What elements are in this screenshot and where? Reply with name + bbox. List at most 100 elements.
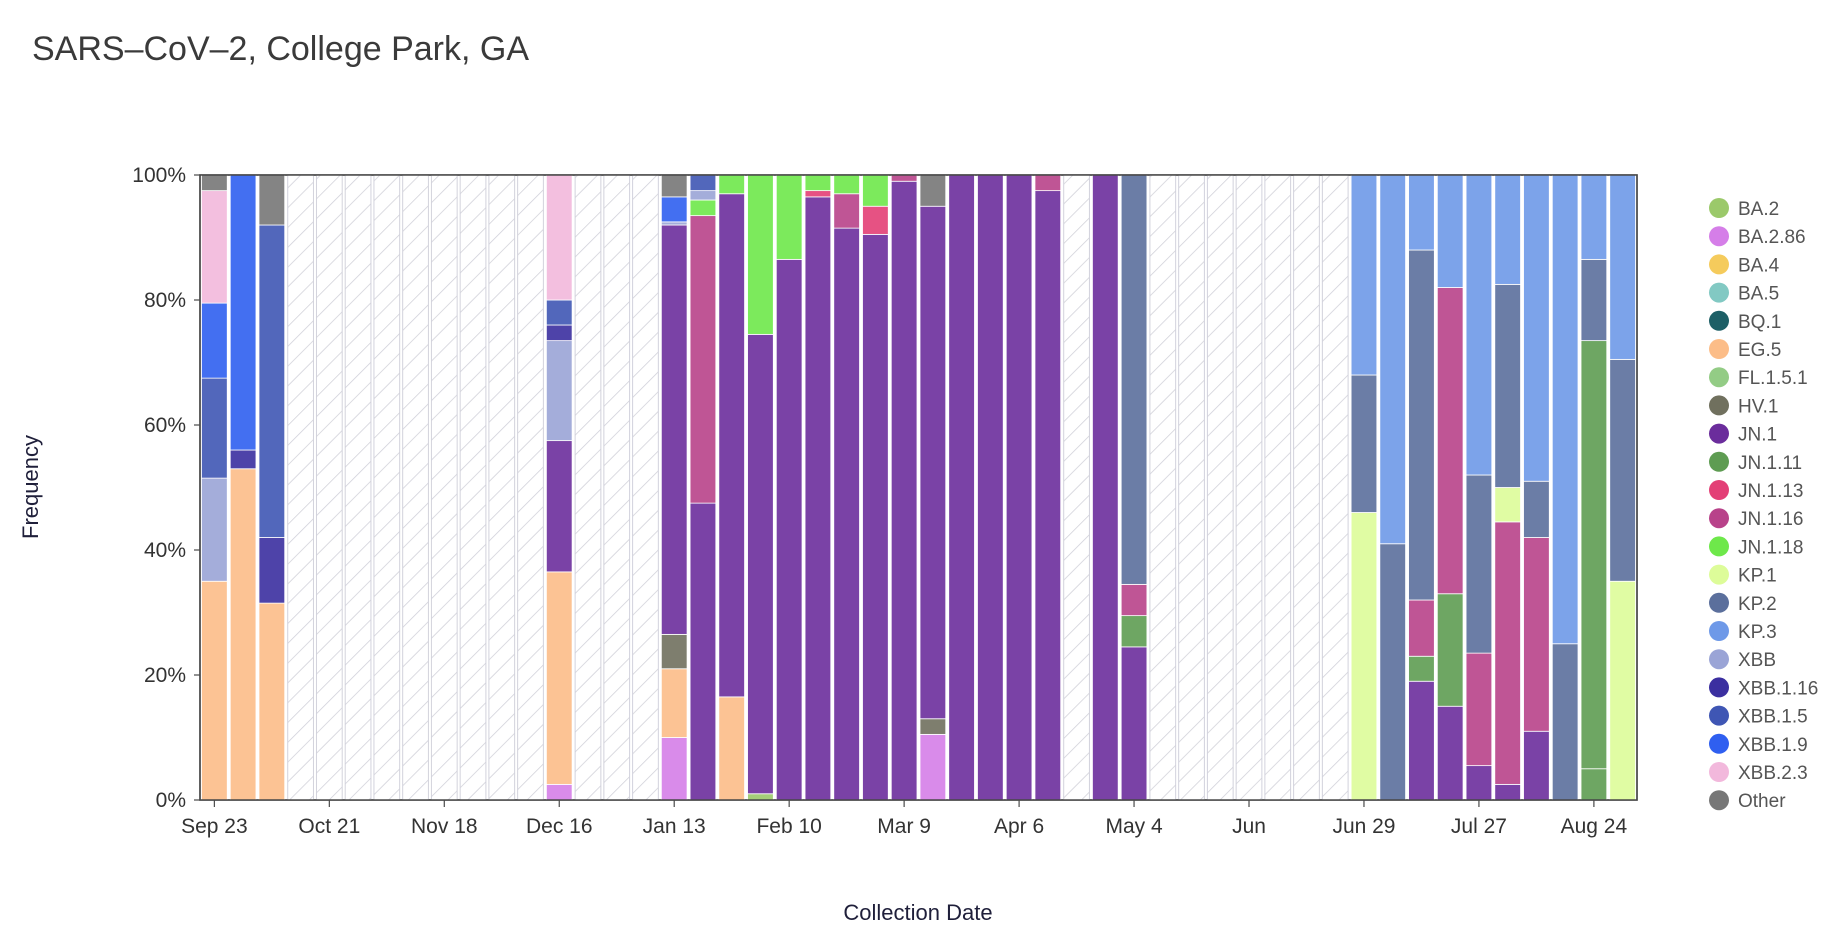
legend-swatch-fl-1-5-1[interactable] bbox=[1709, 367, 1729, 388]
bar-segment-week-49-kp-1-0[interactable] bbox=[1609, 580, 1636, 801]
bar-segment-week-22-jn-1-0[interactable] bbox=[833, 227, 860, 801]
legend-swatch-kp-3[interactable] bbox=[1709, 621, 1729, 641]
legend-swatch-ba-4[interactable] bbox=[1709, 254, 1729, 275]
bar-segment-week-42-jn-1-0[interactable] bbox=[1408, 680, 1435, 801]
bar-segment-week-25-hv-1-1[interactable] bbox=[919, 718, 947, 735]
bar-segment-week-23-jn-1-18-2[interactable] bbox=[862, 174, 889, 207]
legend-label-kp-2[interactable]: KP.2 bbox=[1738, 594, 1777, 615]
legend-label-xbb[interactable]: XBB bbox=[1738, 650, 1776, 671]
legend-label-xbb-1-16[interactable]: XBB.1.16 bbox=[1738, 678, 1818, 699]
bar-segment-week-22-jn-1-16-1[interactable] bbox=[833, 193, 860, 229]
legend-label-jn-1[interactable]: JN.1 bbox=[1738, 425, 1777, 446]
legend-swatch-ba-2[interactable] bbox=[1709, 198, 1729, 218]
legend-swatch-eg-5[interactable] bbox=[1709, 339, 1729, 359]
bar-segment-week-45-kp-3-4[interactable] bbox=[1494, 174, 1521, 285]
legend-label-bq-1[interactable]: BQ.1 bbox=[1738, 312, 1781, 333]
bar-segment-week-0-xbb-1-5-2[interactable] bbox=[201, 377, 228, 479]
bar-segment-week-27-jn-1-0[interactable] bbox=[977, 174, 1004, 801]
bar-segment-week-19-jn-1-18-2[interactable] bbox=[747, 174, 774, 335]
bar-segment-week-1-xbb-1-9-2[interactable] bbox=[229, 174, 257, 451]
legend-label-eg-5[interactable]: EG.5 bbox=[1738, 340, 1781, 361]
bar-segment-week-0-xbb-1-9-3[interactable] bbox=[201, 302, 228, 379]
bar-segment-week-46-jn-1-16-1[interactable] bbox=[1523, 537, 1550, 732]
bar-segment-week-40-kp-3-2[interactable] bbox=[1350, 174, 1378, 376]
bar-segment-week-12-xbb-1-5-5[interactable] bbox=[545, 299, 573, 326]
legend-swatch-jn-1-18[interactable] bbox=[1709, 536, 1729, 557]
bar-segment-week-45-jn-1-16-1[interactable] bbox=[1494, 521, 1521, 785]
bar-segment-week-46-jn-1-0[interactable] bbox=[1523, 730, 1550, 801]
bar-segment-week-12-jn-1-2[interactable] bbox=[545, 440, 573, 573]
legend-label-fl-1-5-1[interactable]: FL.1.5.1 bbox=[1738, 368, 1808, 389]
bar-segment-week-48-kp-2-2[interactable] bbox=[1580, 258, 1608, 342]
bar-segment-week-17-jn-1-18-2[interactable] bbox=[689, 199, 717, 217]
bar-segment-week-48-jn-1-11-0[interactable] bbox=[1580, 768, 1608, 801]
legend-label-jn-1-18[interactable]: JN.1.18 bbox=[1738, 537, 1803, 558]
bar-segment-week-18-jn-1-1[interactable] bbox=[718, 193, 745, 698]
legend-swatch-xbb-1-16[interactable] bbox=[1709, 677, 1729, 698]
bar-segment-week-26-jn-1-0[interactable] bbox=[948, 174, 975, 801]
bar-segment-week-23-jn-1-0[interactable] bbox=[862, 233, 889, 801]
bar-segment-week-46-kp-3-3[interactable] bbox=[1523, 174, 1550, 482]
bar-segment-week-41-kp-2-0[interactable] bbox=[1379, 543, 1406, 801]
bar-segment-week-42-jn-1-16-2[interactable] bbox=[1408, 599, 1435, 657]
bar-segment-week-44-jn-1-0[interactable] bbox=[1465, 765, 1493, 801]
bar-segment-week-17-xbb-3[interactable] bbox=[689, 190, 717, 201]
bar-segment-week-32-jn-1-16-2[interactable] bbox=[1120, 583, 1148, 617]
bar-segment-week-17-jn-1-16-1[interactable] bbox=[689, 215, 717, 504]
bar-segment-week-16-jn-1-3[interactable] bbox=[660, 224, 688, 635]
bar-segment-week-2-other-3[interactable] bbox=[258, 174, 286, 226]
bar-segment-week-45-kp-1-2[interactable] bbox=[1494, 487, 1521, 523]
bar-segment-week-25-ba-2-86-0[interactable] bbox=[919, 733, 947, 801]
legend-swatch-bq-1[interactable] bbox=[1709, 310, 1729, 331]
bar-segment-week-43-jn-1-16-2[interactable] bbox=[1436, 287, 1464, 595]
bar-segment-week-18-jn-1-18-2[interactable] bbox=[718, 174, 745, 195]
bar-segment-week-12-xbb-1-16-4[interactable] bbox=[545, 324, 573, 342]
legend-swatch-other[interactable] bbox=[1709, 790, 1729, 811]
bar-segment-week-18-eg-5-0[interactable] bbox=[718, 696, 745, 801]
bar-segment-week-46-kp-2-2[interactable] bbox=[1523, 480, 1550, 538]
legend-swatch-xbb-1-9[interactable] bbox=[1709, 733, 1729, 754]
bar-segment-week-32-jn-1-0[interactable] bbox=[1120, 646, 1148, 801]
bar-segment-week-42-kp-2-3[interactable] bbox=[1408, 249, 1435, 601]
legend-swatch-jn-1-11[interactable] bbox=[1709, 451, 1729, 472]
bar-segment-week-2-xbb-1-16-1[interactable] bbox=[258, 537, 286, 604]
bar-segment-week-22-jn-1-18-2[interactable] bbox=[833, 174, 860, 195]
bar-segment-week-48-jn-1-11-1[interactable] bbox=[1580, 340, 1608, 770]
bar-segment-week-16-xbb-1-9-5[interactable] bbox=[660, 196, 688, 223]
bar-segment-week-19-ba-2-0[interactable] bbox=[747, 793, 774, 801]
legend-swatch-ba-5[interactable] bbox=[1709, 282, 1729, 303]
bar-segment-week-47-kp-2-0[interactable] bbox=[1551, 643, 1579, 801]
bar-segment-week-43-jn-1-11-1[interactable] bbox=[1436, 593, 1464, 707]
bar-segment-week-47-kp-3-1[interactable] bbox=[1551, 174, 1579, 645]
bar-segment-week-20-jn-1-18-1[interactable] bbox=[775, 174, 803, 260]
bar-segment-week-28-jn-1-0[interactable] bbox=[1005, 174, 1033, 801]
bar-segment-week-23-jn-1-13-1[interactable] bbox=[862, 205, 889, 235]
bar-segment-week-16-eg-5-1[interactable] bbox=[660, 668, 688, 738]
bar-segment-week-21-jn-1-18-2[interactable] bbox=[804, 174, 832, 192]
bar-segment-week-0-xbb-1[interactable] bbox=[201, 477, 228, 582]
bar-segment-week-44-kp-2-2[interactable] bbox=[1465, 474, 1493, 654]
bar-segment-week-44-kp-3-3[interactable] bbox=[1465, 174, 1493, 476]
legend-label-xbb-2-3[interactable]: XBB.2.3 bbox=[1738, 763, 1808, 784]
legend-swatch-kp-1[interactable] bbox=[1709, 564, 1729, 585]
legend-label-kp-3[interactable]: KP.3 bbox=[1738, 622, 1777, 643]
bar-segment-week-20-jn-1-0[interactable] bbox=[775, 258, 803, 801]
legend-swatch-jn-1-16[interactable] bbox=[1709, 508, 1729, 529]
bar-segment-week-16-other-6[interactable] bbox=[660, 174, 688, 198]
bar-segment-week-43-jn-1-0[interactable] bbox=[1436, 705, 1464, 801]
bar-segment-week-0-other-5[interactable] bbox=[201, 174, 228, 192]
bar-segment-week-45-kp-2-3[interactable] bbox=[1494, 283, 1521, 488]
bar-segment-week-16-ba-2-86-0[interactable] bbox=[660, 737, 688, 801]
bar-segment-week-17-xbb-1-5-4[interactable] bbox=[689, 174, 717, 192]
bar-segment-week-17-jn-1-0[interactable] bbox=[689, 502, 717, 801]
legend-label-ba-5[interactable]: BA.5 bbox=[1738, 284, 1779, 305]
bar-segment-week-0-xbb-2-3-4[interactable] bbox=[201, 190, 228, 304]
legend-swatch-ba-2-86[interactable] bbox=[1709, 226, 1729, 247]
bar-segment-week-12-ba-2-86-0[interactable] bbox=[545, 783, 573, 801]
legend-label-jn-1-11[interactable]: JN.1.11 bbox=[1738, 453, 1802, 474]
legend-label-xbb-1-5[interactable]: XBB.1.5 bbox=[1738, 707, 1808, 728]
bar-segment-week-44-jn-1-16-1[interactable] bbox=[1465, 652, 1493, 767]
legend-swatch-jn-1-13[interactable] bbox=[1709, 480, 1729, 500]
bar-segment-week-42-jn-1-11-1[interactable] bbox=[1408, 655, 1435, 682]
legend-label-ba-2-86[interactable]: BA.2.86 bbox=[1738, 227, 1806, 248]
